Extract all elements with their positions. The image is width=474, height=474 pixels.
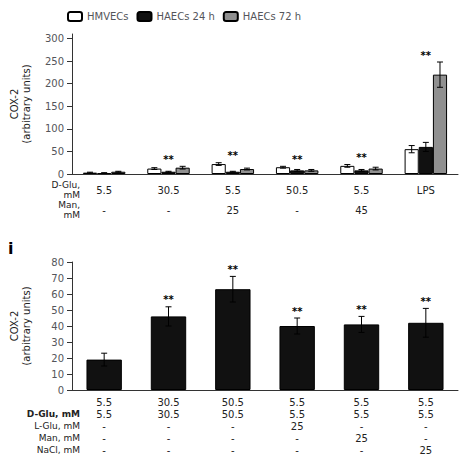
svg-text:30.5: 30.5 xyxy=(157,409,179,420)
svg-text:25: 25 xyxy=(291,421,304,432)
svg-text:5.5: 5.5 xyxy=(225,185,241,196)
svg-text:D-Glu,: D-Glu, xyxy=(51,180,80,190)
svg-text:5.5: 5.5 xyxy=(96,409,112,420)
svg-text:5.5: 5.5 xyxy=(96,185,112,196)
svg-text:5.5: 5.5 xyxy=(354,397,370,408)
svg-text:5.5: 5.5 xyxy=(96,397,112,408)
svg-text:NaCl, mM: NaCl, mM xyxy=(37,445,80,455)
svg-text:mM: mM xyxy=(63,190,80,200)
svg-text:45: 45 xyxy=(355,205,368,216)
svg-text:-: - xyxy=(360,421,364,432)
svg-text:**: ** xyxy=(292,154,303,165)
svg-text:-: - xyxy=(102,433,106,444)
svg-text:5.5: 5.5 xyxy=(418,409,434,420)
svg-text:-: - xyxy=(295,433,299,444)
svg-text:30: 30 xyxy=(51,337,64,348)
svg-text:-: - xyxy=(102,421,106,432)
svg-text:**: ** xyxy=(163,154,174,165)
svg-text:70: 70 xyxy=(51,273,64,284)
svg-text:25: 25 xyxy=(419,445,432,456)
svg-text:250: 250 xyxy=(45,56,64,67)
svg-text:Man, mM: Man, mM xyxy=(39,433,80,443)
svg-text:5.5: 5.5 xyxy=(354,185,370,196)
svg-text:L-Glu, mM: L-Glu, mM xyxy=(34,421,80,431)
svg-text:COX-2: COX-2 xyxy=(9,89,20,120)
svg-text:**: ** xyxy=(228,264,239,275)
svg-text:D-Glu, mM: D-Glu, mM xyxy=(27,409,80,419)
svg-text:200: 200 xyxy=(45,78,64,89)
svg-text:-: - xyxy=(295,205,299,216)
svg-text:100: 100 xyxy=(45,123,64,134)
svg-text:**: ** xyxy=(421,296,432,307)
svg-text:30.5: 30.5 xyxy=(157,185,179,196)
svg-text:30.5: 30.5 xyxy=(157,397,179,408)
svg-text:-: - xyxy=(167,421,171,432)
svg-text:**: ** xyxy=(421,50,432,61)
svg-text:LPS: LPS xyxy=(417,185,435,196)
svg-text:-: - xyxy=(424,433,428,444)
svg-text:HAECs 72 h: HAECs 72 h xyxy=(243,11,301,22)
svg-text:Man,: Man, xyxy=(58,200,80,210)
svg-text:-: - xyxy=(231,421,235,432)
svg-text:5.5: 5.5 xyxy=(289,397,305,408)
svg-text:50: 50 xyxy=(51,146,64,157)
svg-text:-: - xyxy=(231,445,235,456)
svg-text:25: 25 xyxy=(355,433,368,444)
svg-text:-: - xyxy=(167,433,171,444)
svg-text:(arbitrary units): (arbitrary units) xyxy=(21,286,32,365)
svg-text:150: 150 xyxy=(45,101,64,112)
svg-text:-: - xyxy=(102,445,106,456)
svg-text:**: ** xyxy=(163,294,174,305)
svg-text:50: 50 xyxy=(51,305,64,316)
svg-text:HAECs 24 h: HAECs 24 h xyxy=(156,11,214,22)
svg-text:-: - xyxy=(102,205,106,216)
svg-text:40: 40 xyxy=(51,321,64,332)
svg-text:-: - xyxy=(231,433,235,444)
svg-text:60: 60 xyxy=(51,289,64,300)
svg-text:(arbitrary units): (arbitrary units) xyxy=(21,64,32,143)
svg-text:50.5: 50.5 xyxy=(222,409,244,420)
svg-text:5.5: 5.5 xyxy=(289,409,305,420)
svg-text:-: - xyxy=(167,445,171,456)
svg-text:-: - xyxy=(167,205,171,216)
svg-text:-: - xyxy=(295,445,299,456)
svg-text:mM: mM xyxy=(63,210,80,220)
svg-text:**: ** xyxy=(292,306,303,317)
svg-text:0: 0 xyxy=(58,169,64,180)
svg-text:0: 0 xyxy=(58,385,64,396)
svg-text:50.5: 50.5 xyxy=(286,185,308,196)
svg-text:**: ** xyxy=(356,152,367,163)
svg-text:50.5: 50.5 xyxy=(222,397,244,408)
svg-text:-: - xyxy=(360,445,364,456)
svg-text:300: 300 xyxy=(45,33,64,44)
svg-text:25: 25 xyxy=(226,205,239,216)
svg-text:**: ** xyxy=(228,150,239,161)
svg-text:**: ** xyxy=(356,304,367,315)
svg-text:-: - xyxy=(424,421,428,432)
svg-text:10: 10 xyxy=(51,369,64,380)
svg-text:HMVECs: HMVECs xyxy=(87,11,129,22)
svg-text:80: 80 xyxy=(51,257,64,268)
svg-text:5.5: 5.5 xyxy=(354,409,370,420)
svg-text:i: i xyxy=(8,239,13,258)
svg-text:COX-2: COX-2 xyxy=(9,311,20,342)
svg-text:5.5: 5.5 xyxy=(418,397,434,408)
svg-text:20: 20 xyxy=(51,353,64,364)
